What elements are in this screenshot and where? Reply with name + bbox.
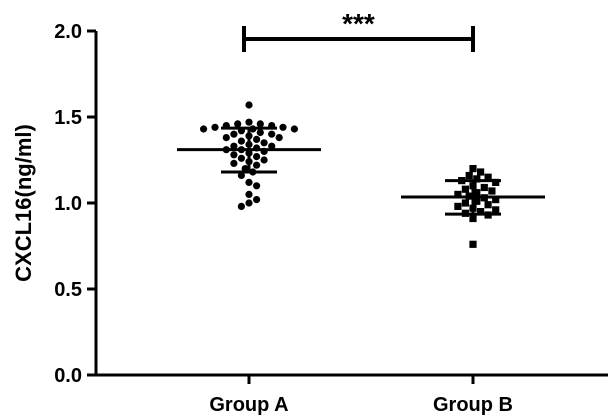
data-point <box>275 134 283 142</box>
significance-bracket: *** <box>242 8 475 52</box>
data-point <box>245 101 253 109</box>
data-point <box>480 183 488 192</box>
data-point <box>268 130 276 138</box>
data-point <box>461 185 469 193</box>
axes <box>94 31 608 377</box>
x-tick-label: Group A <box>209 394 288 416</box>
data-point <box>290 125 298 133</box>
data-point <box>234 120 242 128</box>
summary-bars <box>177 126 545 216</box>
data-point <box>211 123 219 131</box>
data-point <box>454 190 462 198</box>
data-point <box>454 202 462 210</box>
y-tick-label: 2.0 <box>54 21 82 43</box>
data-point <box>237 171 245 180</box>
data-point <box>230 130 238 138</box>
data-point <box>230 142 238 150</box>
data-point <box>237 137 245 145</box>
y-tick-label: 0.0 <box>54 365 82 387</box>
data-point <box>200 125 208 133</box>
data-point <box>488 187 496 195</box>
data-point <box>256 128 264 137</box>
x-axis-ticks: Group A Group B <box>209 375 513 416</box>
data-point <box>469 165 477 173</box>
data-point <box>477 208 485 216</box>
y-tick-label: 1.0 <box>54 193 82 215</box>
data-point <box>473 175 481 183</box>
data-point <box>253 161 261 169</box>
data-point <box>237 202 245 210</box>
significance-label: *** <box>342 8 375 39</box>
data-points <box>200 101 500 248</box>
data-point <box>241 165 249 173</box>
data-point <box>253 196 261 204</box>
data-point <box>230 159 238 167</box>
data-point <box>245 190 253 198</box>
data-point <box>230 151 238 159</box>
data-point <box>253 182 261 190</box>
data-point <box>279 123 287 131</box>
data-point <box>473 197 481 205</box>
y-tick-label: 1.5 <box>54 107 82 129</box>
data-point <box>245 178 253 186</box>
data-point <box>461 199 469 207</box>
data-point <box>260 139 268 147</box>
data-point <box>469 214 477 223</box>
data-point <box>465 171 473 180</box>
data-point <box>492 178 500 186</box>
data-point <box>469 240 477 248</box>
data-point <box>492 206 500 214</box>
data-point <box>237 154 245 162</box>
data-point <box>477 168 485 176</box>
x-tick-label: Group B <box>433 394 513 416</box>
data-point <box>222 134 230 142</box>
y-axis-label: CXCL16(ng/ml) <box>11 124 36 282</box>
data-point <box>268 142 276 150</box>
data-point <box>253 153 261 161</box>
data-point <box>484 201 492 209</box>
data-point <box>260 156 268 164</box>
data-point <box>473 189 481 197</box>
data-point <box>256 120 264 128</box>
data-point <box>484 173 492 181</box>
data-point <box>245 199 253 207</box>
data-point <box>245 118 253 126</box>
data-point <box>492 196 500 204</box>
data-point <box>253 135 261 143</box>
y-axis-ticks: 0.0 0.5 1.0 1.5 2.0 <box>54 21 96 387</box>
y-tick-label: 0.5 <box>54 279 82 301</box>
